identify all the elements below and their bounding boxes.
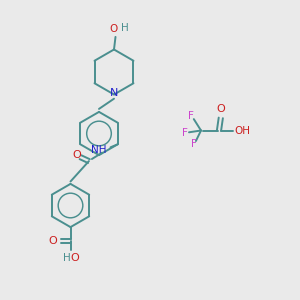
Text: NH: NH xyxy=(91,145,106,155)
Text: N: N xyxy=(110,88,118,98)
Text: H: H xyxy=(121,23,129,33)
Text: F: F xyxy=(190,139,196,149)
Text: F: F xyxy=(188,111,194,121)
Text: O: O xyxy=(48,236,57,246)
Text: O: O xyxy=(216,104,225,114)
Text: OH: OH xyxy=(235,125,250,136)
Text: O: O xyxy=(70,253,79,263)
Text: O: O xyxy=(72,149,81,160)
Text: H: H xyxy=(63,253,71,263)
Text: O: O xyxy=(110,24,118,34)
Text: F: F xyxy=(182,128,188,138)
